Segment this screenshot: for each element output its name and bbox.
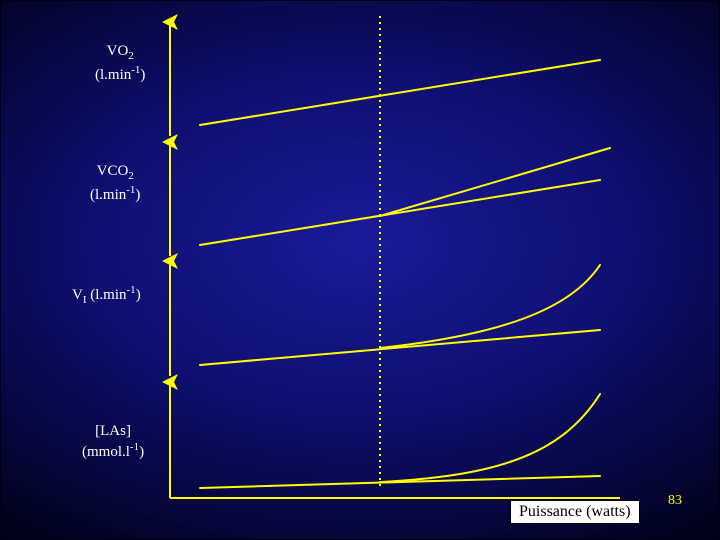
plot-svg (0, 0, 720, 540)
curve-las-0 (200, 476, 600, 488)
curve-vo2-0 (200, 60, 600, 125)
page-number: 83 (668, 493, 682, 509)
curve-vi-0 (200, 330, 600, 365)
curve-las-1 (380, 394, 600, 482)
curve-vco2-0 (200, 180, 600, 245)
curve-vi-1 (380, 265, 600, 348)
xaxis-label-box: Puissance (watts) (510, 500, 640, 524)
curve-vco2-1 (380, 148, 610, 216)
